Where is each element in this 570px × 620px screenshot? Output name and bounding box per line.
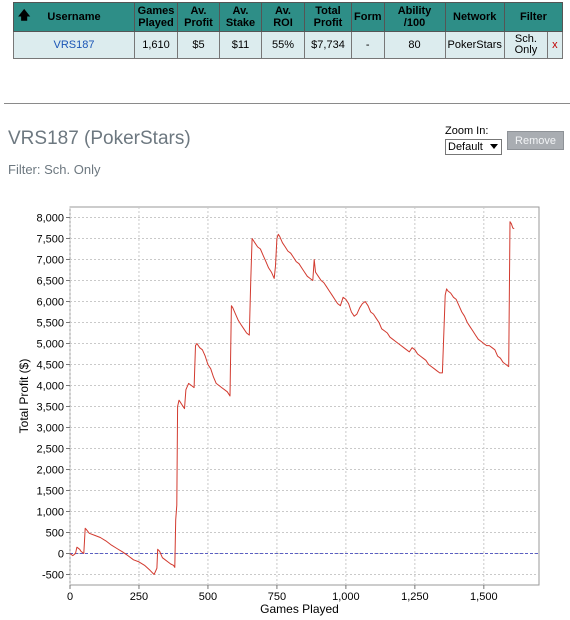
- plot-area: [69, 206, 540, 586]
- y-tick-label: 500: [46, 528, 64, 540]
- sort-arrow-icon[interactable]: 🡅: [18, 8, 31, 22]
- x-tick-label: 1,500: [470, 591, 498, 603]
- av-roi-cell: 55%: [261, 31, 305, 59]
- page-title: VRS187 (PokerStars): [8, 128, 191, 149]
- form-cell: -: [351, 31, 385, 59]
- x-tick-label: 0: [67, 591, 73, 603]
- y-tick-label: -500: [42, 570, 64, 582]
- username-link[interactable]: VRS187: [13, 31, 135, 59]
- zoom-label: Zoom In:: [445, 125, 489, 137]
- column-header-av-stake[interactable]: Av. Stake: [219, 2, 262, 32]
- y-tick-label: 6,000: [36, 297, 64, 309]
- column-header-games-played[interactable]: Games Played: [134, 2, 178, 32]
- games-played-cell: 1,610: [134, 31, 178, 59]
- y-tick-label: 2,000: [36, 465, 64, 477]
- y-tick-label: 6,500: [36, 276, 64, 288]
- column-header-av-roi[interactable]: Av. ROI: [261, 2, 305, 32]
- table-header-row: 🡅 Username Games Played Av. Profit Av. S…: [13, 2, 563, 32]
- x-tick-label: 1,000: [332, 591, 360, 603]
- network-cell: PokerStars: [444, 31, 505, 59]
- column-header-username[interactable]: 🡅 Username: [13, 2, 135, 32]
- y-tick-label: 2,500: [36, 444, 64, 456]
- x-axis-title: Games Played: [260, 602, 339, 616]
- y-tick-label: 3,500: [36, 402, 64, 414]
- y-tick-label: 4,000: [36, 381, 64, 393]
- x-tick-label: 750: [268, 591, 286, 603]
- column-header-form[interactable]: Form: [351, 2, 385, 32]
- chevron-down-icon[interactable]: [490, 144, 498, 149]
- total-profit-cell: $7,734: [304, 31, 352, 59]
- column-header-ability[interactable]: Ability /100: [383, 2, 446, 32]
- profit-series-line: [69, 221, 515, 575]
- y-tick-label: 1,500: [36, 486, 64, 498]
- filter-subtitle: Filter: Sch. Only: [8, 162, 101, 177]
- section-divider: [4, 103, 570, 104]
- y-tick-label: 5,500: [36, 318, 64, 330]
- y-tick-label: 4,500: [36, 360, 64, 372]
- remove-button[interactable]: Remove: [507, 131, 564, 150]
- column-header-total-profit[interactable]: Total Profit: [304, 2, 352, 32]
- ability-cell: 80: [383, 31, 446, 59]
- av-stake-cell: $11: [219, 31, 262, 59]
- column-header-network[interactable]: Network: [444, 2, 505, 32]
- table-row: VRS187 1,610 $5 $11 55% $7,734 - 80 Poke…: [13, 31, 563, 59]
- y-tick-label: 1,000: [36, 507, 64, 519]
- y-tick-label: 3,000: [36, 423, 64, 435]
- remove-row-icon[interactable]: x: [547, 31, 563, 59]
- filter-cell: Sch. Only: [503, 31, 548, 59]
- y-tick-label: 8,000: [36, 213, 64, 225]
- column-header-av-profit[interactable]: Av. Profit: [177, 2, 220, 32]
- zoom-select[interactable]: Default: [445, 139, 502, 155]
- x-tick-label: 1,250: [401, 591, 429, 603]
- player-stats-table: 🡅 Username Games Played Av. Profit Av. S…: [13, 2, 563, 59]
- y-tick-label: 7,500: [36, 234, 64, 246]
- column-header-filter[interactable]: Filter: [503, 2, 563, 32]
- zoom-selected-value: Default: [448, 141, 483, 153]
- x-tick-label: 500: [199, 591, 217, 603]
- x-tick-label: 250: [130, 591, 148, 603]
- av-profit-cell: $5: [177, 31, 220, 59]
- y-axis-title: Total Profit ($): [17, 359, 31, 434]
- y-tick-label: 0: [58, 549, 64, 561]
- y-tick-label: 5,000: [36, 339, 64, 351]
- y-tick-label: 7,000: [36, 255, 64, 267]
